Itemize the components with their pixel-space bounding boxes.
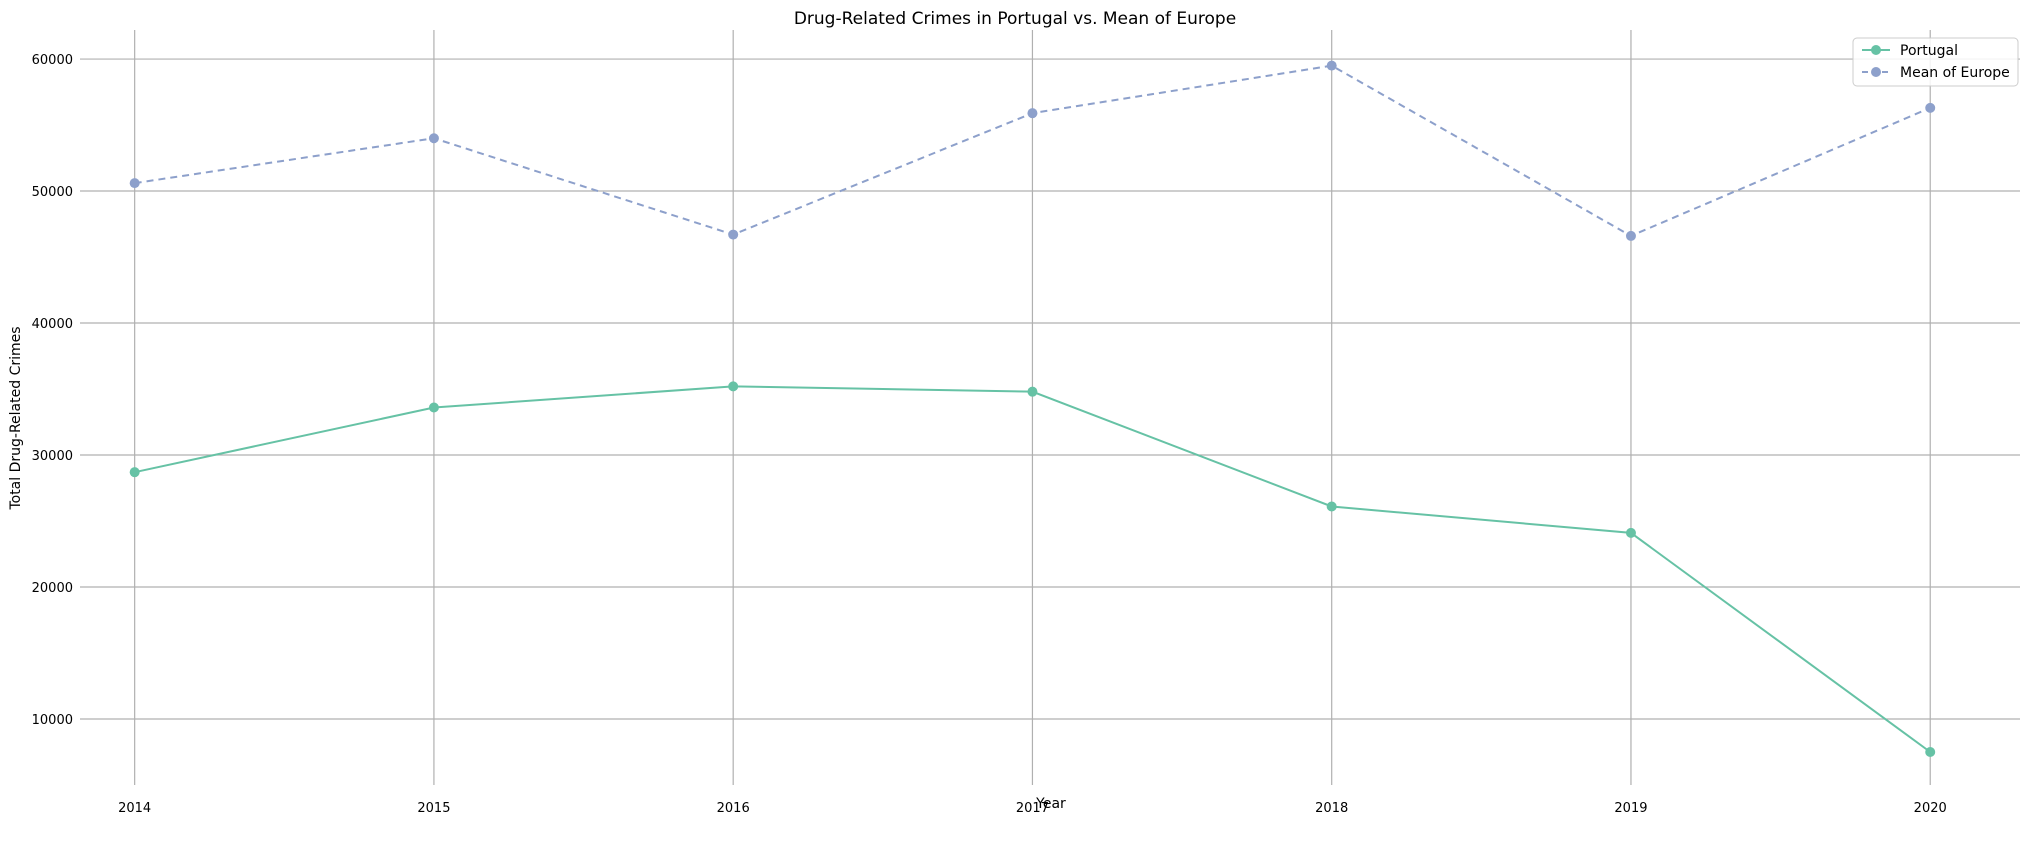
data-point-portugal [129, 467, 140, 478]
legend-marker-mean-of-europe [1871, 67, 1881, 77]
y-tick-label: 60000 [32, 53, 73, 68]
legend-label-portugal: Portugal [1900, 43, 1958, 59]
legend-box [1852, 37, 2019, 87]
legend-label-mean-of-europe: Mean of Europe [1900, 65, 2010, 81]
data-point-mean-of-europe [428, 133, 439, 144]
data-point-mean-of-europe [1925, 102, 1936, 113]
chart-title: Drug-Related Crimes in Portugal vs. Mean… [794, 9, 1236, 29]
data-point-portugal [1027, 386, 1038, 397]
data-point-mean-of-europe [1625, 230, 1636, 241]
data-point-portugal [728, 381, 739, 392]
legend-marker-portugal [1871, 45, 1881, 55]
x-tick-label: 2018 [1315, 801, 1348, 816]
data-point-portugal [1625, 527, 1636, 538]
x-tick-label: 2017 [1016, 801, 1049, 816]
data-point-mean-of-europe [129, 178, 140, 189]
y-tick-label: 40000 [32, 317, 73, 332]
data-point-portugal [1925, 747, 1936, 758]
y-tick-label: 10000 [32, 713, 73, 728]
data-point-mean-of-europe [728, 229, 739, 240]
x-axis-label: Year [1035, 796, 1066, 812]
y-tick-label: 20000 [32, 581, 73, 596]
x-tick-label: 2014 [118, 801, 151, 816]
data-point-portugal [428, 402, 439, 413]
x-tick-label: 2016 [717, 801, 750, 816]
y-tick-label: 30000 [32, 449, 73, 464]
x-tick-label: 2019 [1614, 801, 1647, 816]
tick-labels: 2014 2015 2016 2017 2018 2019 2020 10000 20000 30… [32, 53, 1947, 816]
legend: Portugal Mean of Europe [1852, 37, 2019, 87]
series-lines [129, 60, 1936, 758]
data-point-mean-of-europe [1326, 60, 1337, 71]
x-tick-label: 2020 [1914, 801, 1947, 816]
y-axis-label: Total Drug-Related Crimes [8, 326, 24, 510]
y-tick-label: 50000 [32, 185, 73, 200]
x-tick-label: 2015 [417, 801, 450, 816]
grid-lines [80, 30, 2020, 785]
data-point-portugal [1326, 501, 1337, 512]
data-point-mean-of-europe [1027, 108, 1038, 119]
